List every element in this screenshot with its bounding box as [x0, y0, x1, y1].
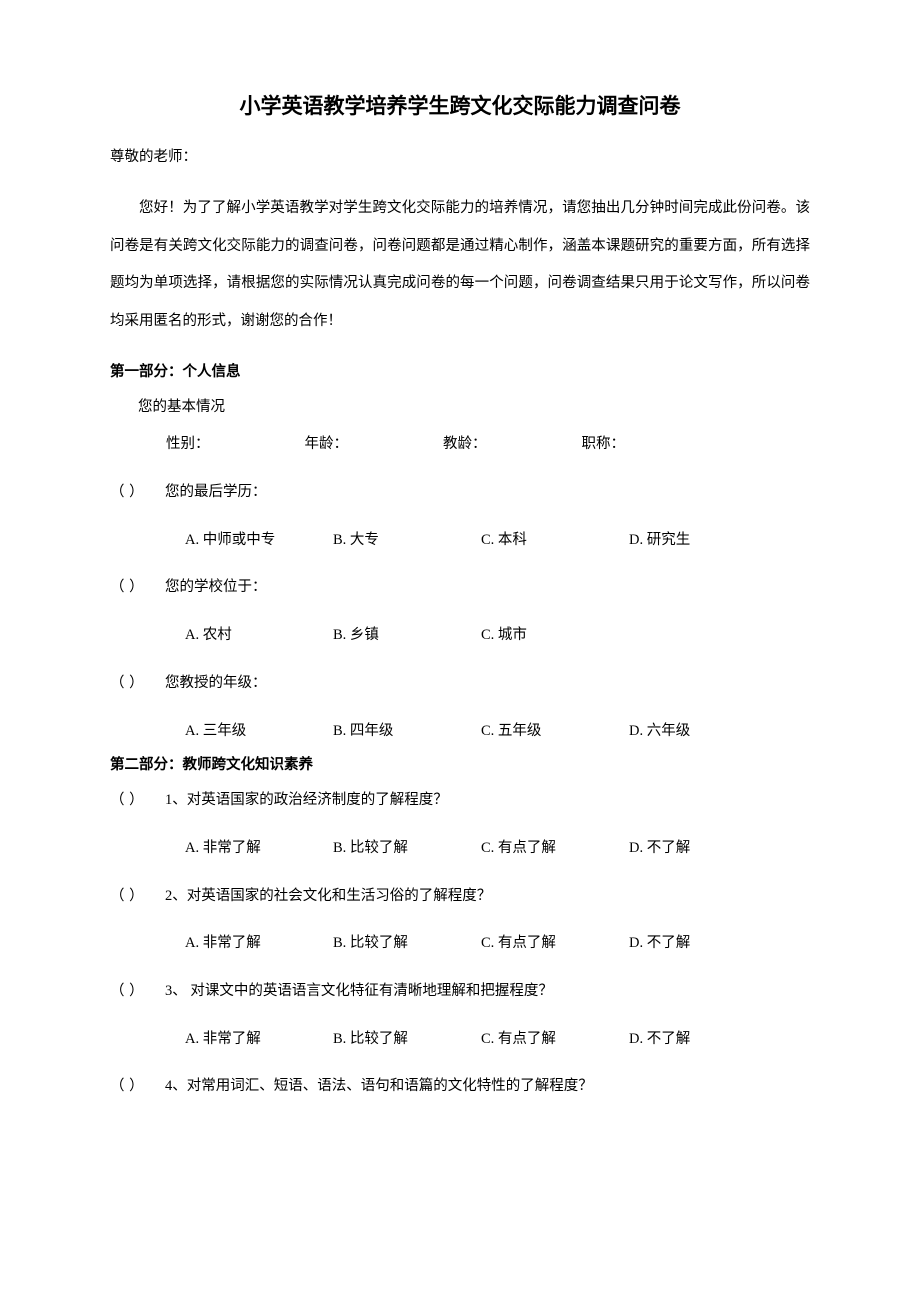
answer-bracket[interactable]: （ ）: [110, 665, 165, 703]
option-b: B. 比较了解: [333, 925, 471, 963]
options-row: A. 非常了解 B. 比较了解 C. 有点了解 D. 不了解: [110, 925, 810, 963]
option-c: C. 有点了解: [481, 830, 619, 868]
question-grade: （ ） 您教授的年级： A. 三年级 B. 四年级 C. 五年级 D. 六年级: [110, 665, 810, 750]
answer-bracket[interactable]: （ ）: [110, 782, 165, 820]
document-title: 小学英语教学培养学生跨文化交际能力调查问卷: [110, 90, 810, 120]
option-b: B. 大专: [333, 522, 471, 560]
options-row: A. 三年级 B. 四年级 C. 五年级 D. 六年级: [110, 713, 810, 751]
question-text: 2、对英语国家的社会文化和生活习俗的了解程度？: [165, 878, 491, 916]
option-c: C. 本科: [481, 522, 619, 560]
option-a: A. 中师或中专: [185, 522, 323, 560]
question-s2-2: （ ） 2、对英语国家的社会文化和生活习俗的了解程度？ A. 非常了解 B. 比…: [110, 878, 810, 963]
option-a: A. 非常了解: [185, 925, 323, 963]
info-gender: 性别：: [166, 426, 210, 464]
option-d: D. 六年级: [629, 713, 767, 751]
info-fields-row: 性别： 年龄： 教龄： 职称：: [110, 426, 810, 464]
section1-header: 第一部分：个人信息: [110, 357, 810, 389]
question-text: 4、对常用词汇、短语、语法、语句和语篇的文化特性的了解程度？: [165, 1068, 593, 1106]
option-c: C. 有点了解: [481, 925, 619, 963]
option-d: D. 不了解: [629, 830, 767, 868]
options-row: A. 农村 B. 乡镇 C. 城市: [110, 617, 810, 655]
answer-bracket[interactable]: （ ）: [110, 1068, 165, 1106]
options-row: A. 非常了解 B. 比较了解 C. 有点了解 D. 不了解: [110, 830, 810, 868]
option-a: A. 三年级: [185, 713, 323, 751]
option-b: B. 四年级: [333, 713, 471, 751]
option-c: C. 城市: [481, 617, 619, 655]
info-title: 职称：: [582, 426, 626, 464]
answer-bracket[interactable]: （ ）: [110, 878, 165, 916]
info-experience: 教龄：: [443, 426, 487, 464]
option-a: A. 非常了解: [185, 830, 323, 868]
section2-header: 第二部分：教师跨文化知识素养: [110, 750, 810, 782]
answer-bracket[interactable]: （ ）: [110, 474, 165, 512]
section1-subheader: 您的基本情况: [110, 389, 810, 427]
question-text: 1、对英语国家的政治经济制度的了解程度？: [165, 782, 448, 820]
options-row: A. 非常了解 B. 比较了解 C. 有点了解 D. 不了解: [110, 1021, 810, 1059]
option-d: D. 不了解: [629, 1021, 767, 1059]
question-text: 3、 对课文中的英语语言文化特征有清晰地理解和把握程度？: [165, 973, 553, 1011]
question-s2-4: （ ） 4、对常用词汇、短语、语法、语句和语篇的文化特性的了解程度？: [110, 1068, 810, 1106]
answer-bracket[interactable]: （ ）: [110, 569, 165, 607]
option-c: C. 有点了解: [481, 1021, 619, 1059]
answer-bracket[interactable]: （ ）: [110, 973, 165, 1011]
info-age: 年龄：: [305, 426, 349, 464]
option-b: B. 比较了解: [333, 830, 471, 868]
options-row: A. 中师或中专 B. 大专 C. 本科 D. 研究生: [110, 522, 810, 560]
option-b: B. 比较了解: [333, 1021, 471, 1059]
option-a: A. 农村: [185, 617, 323, 655]
question-text: 您的学校位于：: [165, 569, 267, 607]
option-d: D. 不了解: [629, 925, 767, 963]
question-s2-3: （ ） 3、 对课文中的英语语言文化特征有清晰地理解和把握程度？ A. 非常了解…: [110, 973, 810, 1058]
question-location: （ ） 您的学校位于： A. 农村 B. 乡镇 C. 城市: [110, 569, 810, 654]
option-b: B. 乡镇: [333, 617, 471, 655]
salutation: 尊敬的老师：: [110, 144, 810, 170]
intro-paragraph: 您好！为了了解小学英语教学对学生跨文化交际能力的培养情况，请您抽出几分钟时间完成…: [110, 190, 810, 341]
question-text: 您教授的年级：: [165, 665, 267, 703]
question-s2-1: （ ） 1、对英语国家的政治经济制度的了解程度？ A. 非常了解 B. 比较了解…: [110, 782, 810, 867]
question-education: （ ） 您的最后学历： A. 中师或中专 B. 大专 C. 本科 D. 研究生: [110, 474, 810, 559]
option-d: D. 研究生: [629, 522, 767, 560]
option-c: C. 五年级: [481, 713, 619, 751]
option-a: A. 非常了解: [185, 1021, 323, 1059]
question-text: 您的最后学历：: [165, 474, 267, 512]
